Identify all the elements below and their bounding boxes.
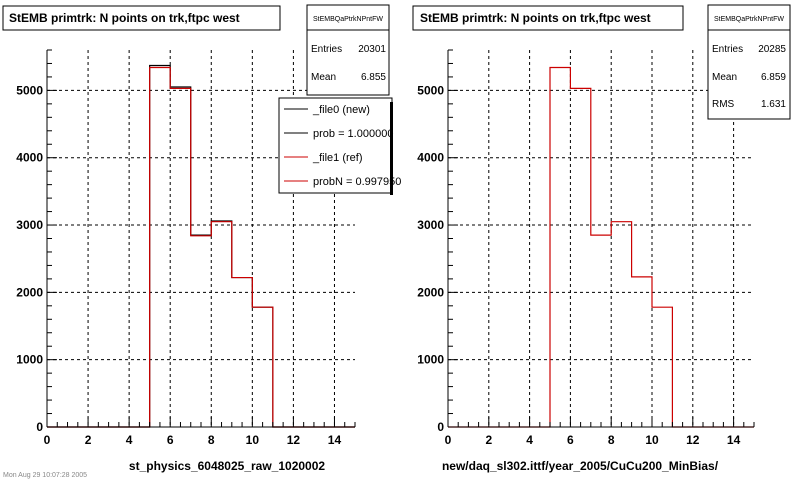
stats-box-right-name: StEMBQaPtrkNPntFW — [714, 16, 784, 23]
stats-left-entries-label: Entries — [311, 44, 342, 55]
x-tick-label-left: 2 — [85, 433, 92, 447]
x-tick-label-right: 12 — [686, 433, 700, 447]
y-tick-label-left: 5000 — [16, 83, 43, 97]
footer-timestamp: Mon Aug 29 10:07:28 2005 — [3, 472, 87, 479]
y-tick-label-right: 4000 — [417, 151, 444, 165]
legend-entry-file0: _file0 (new) — [312, 104, 370, 116]
y-tick-label-left: 3000 — [16, 218, 43, 232]
histogram-panel-left: 0 2 4 6 8 10 12 14 0 1000 2000 3000 4000 5000 StEMB p… — [2, 4, 401, 473]
legend-box-left: _file0 (new) prob = 1.000000 _file1 (ref… — [278, 97, 401, 195]
legend-entry-prob: prob = 1.000000 — [313, 128, 393, 140]
y-tick-label-left: 2000 — [16, 285, 43, 299]
x-tick-label-left: 8 — [208, 433, 215, 447]
tick-labels-right: 0 2 4 6 8 10 12 14 0 1000 2000 3000 4000 5000 — [417, 83, 740, 447]
histogram-panel-right: 0 2 4 6 8 10 12 14 0 1000 2000 3000 4000 5000 StEMB p… — [412, 4, 791, 473]
stats-box-right: StEMBQaPtrkNPntFW Entries 20285 Mean 6.8… — [707, 4, 791, 120]
x-tick-label-left: 4 — [126, 433, 133, 447]
x-tick-label-right: 14 — [727, 433, 741, 447]
axes-left — [46, 49, 356, 428]
y-tick-label-right: 0 — [437, 420, 444, 434]
y-tick-label-left: 1000 — [16, 353, 43, 367]
histogram-bars-right — [448, 66, 754, 428]
stats-right-entries-label: Entries — [712, 44, 743, 55]
x-tick-label-left: 14 — [328, 433, 342, 447]
y-tick-label-left: 0 — [36, 420, 43, 434]
legend-entry-probn: probN = 0.997950 — [313, 176, 401, 188]
stats-box-left-name: StEMBQaPtrkNPntFW — [313, 16, 383, 23]
chart-title-left-text: StEMB primtrk: N points on trk,ftpc west — [9, 11, 240, 25]
x-tick-label-right: 4 — [526, 433, 533, 447]
x-tick-label-left: 0 — [44, 433, 51, 447]
stats-left-mean-value: 6.855 — [361, 72, 386, 83]
stats-right-rms-value: 1.631 — [761, 99, 786, 110]
chart-title-right: StEMB primtrk: N points on trk,ftpc west — [412, 5, 684, 31]
stats-right-mean-value: 6.859 — [761, 72, 786, 83]
tick-labels-left: 0 2 4 6 8 10 12 14 0 1000 2000 3000 4000 5000 — [16, 83, 341, 447]
chart-title-right-text: StEMB primtrk: N points on trk,ftpc west — [420, 11, 651, 25]
x-tick-label-right: 8 — [608, 433, 615, 447]
stats-right-mean-label: Mean — [712, 72, 737, 83]
chart-title-left: StEMB primtrk: N points on trk,ftpc west — [2, 5, 281, 31]
y-tick-label-right: 2000 — [417, 285, 444, 299]
stats-left-entries-value: 20301 — [358, 44, 386, 55]
x-tick-label-left: 10 — [246, 433, 260, 447]
x-tick-label-left: 12 — [287, 433, 301, 447]
stats-right-rms-label: RMS — [712, 99, 735, 110]
stats-right-entries-value: 20285 — [758, 44, 786, 55]
axes-right — [447, 49, 755, 428]
stats-box-left: StEMBQaPtrkNPntFW Entries 20301 Mean 6.8… — [306, 4, 390, 96]
x-tick-label-left: 6 — [167, 433, 174, 447]
legend-entry-file1: _file1 (ref) — [312, 152, 363, 164]
y-tick-label-left: 4000 — [16, 151, 43, 165]
x-tick-label-right: 10 — [645, 433, 659, 447]
y-tick-label-right: 5000 — [417, 83, 444, 97]
stats-left-mean-label: Mean — [311, 72, 336, 83]
x-axis-label-left: st_physics_6048025_raw_1020002 — [129, 459, 325, 473]
x-axis-label-right: new/daq_sl302.ittf/year_2005/CuCu200_Min… — [442, 459, 719, 473]
x-tick-label-right: 0 — [445, 433, 452, 447]
x-tick-label-right: 2 — [485, 433, 492, 447]
x-tick-label-right: 6 — [567, 433, 574, 447]
histogram-series-right-0 — [448, 66, 754, 428]
y-tick-label-right: 3000 — [417, 218, 444, 232]
y-tick-label-right: 1000 — [417, 353, 444, 367]
